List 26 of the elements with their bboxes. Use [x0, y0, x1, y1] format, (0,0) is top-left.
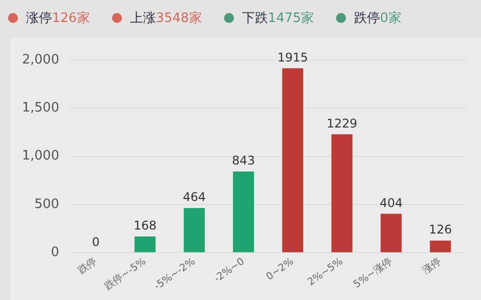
text: 涨停126家 [26, 10, 90, 27]
bar [134, 236, 156, 252]
y-tick-label: 2,000 [22, 52, 60, 68]
text: 上涨3548家 [130, 10, 202, 27]
y-tick-label: 1,500 [22, 100, 60, 116]
x-tick-label: 跌停 [76, 255, 100, 277]
y-tick-label: 500 [34, 196, 60, 212]
data-label: 126 [428, 222, 452, 237]
data-label: 0 [92, 234, 100, 249]
data-label: 404 [380, 196, 403, 210]
text: 下跌1475家 [242, 10, 314, 27]
data-label: 1229 [326, 116, 358, 130]
bar [331, 134, 352, 252]
bar [430, 240, 451, 252]
x-tick-label: 涨停 [420, 255, 444, 277]
y-tick-label: 0 [50, 245, 60, 260]
data-label: 1915 [277, 50, 308, 64]
bar [232, 171, 254, 252]
data-label: 168 [134, 218, 157, 233]
bar [380, 214, 402, 252]
bar [184, 208, 205, 252]
data-label: 843 [232, 154, 255, 168]
data-label: 464 [182, 190, 206, 204]
bar [282, 68, 304, 252]
y-tick-label: 1,000 [22, 148, 60, 164]
text: 跌停0家 [354, 10, 402, 27]
